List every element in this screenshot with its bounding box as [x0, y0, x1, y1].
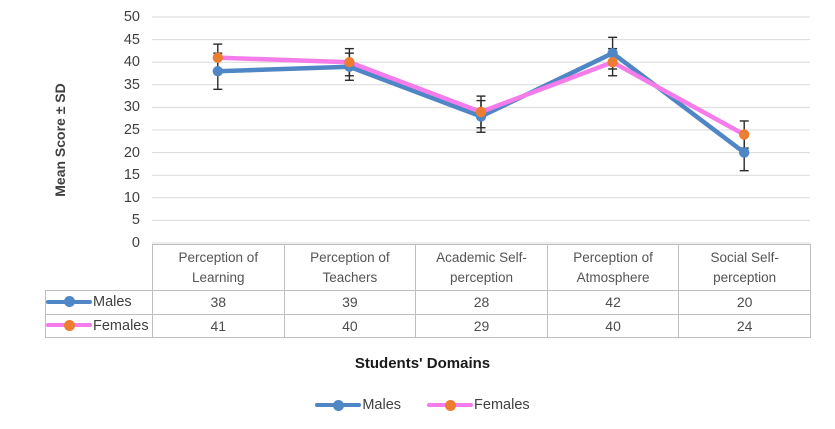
table-header-row: Perception of Learning Perception of Teac… [46, 244, 811, 291]
data-marker-females [212, 52, 223, 63]
table-row-males: Males 38 39 28 42 20 [45, 290, 811, 315]
legend-label: Females [474, 397, 530, 413]
series-name: Males [93, 294, 132, 311]
legend-swatch-icon [315, 399, 362, 412]
y-tick-label: 5 [131, 212, 140, 229]
category-header-cell: Social Self-perception [678, 244, 811, 291]
legend-label: Males [362, 397, 402, 413]
series-label-cell: Females [45, 313, 153, 338]
value-cell: 40 [546, 313, 680, 338]
value-cell: 24 [678, 313, 811, 338]
value-cell: 28 [415, 290, 548, 315]
data-marker-males [739, 147, 750, 158]
value-cell: 39 [283, 290, 417, 315]
data-marker-females [607, 57, 618, 68]
legend-swatch-icon [427, 399, 474, 412]
y-tick-label: 0 [131, 235, 140, 251]
line-plot [152, 16, 810, 244]
y-tick-label: 20 [123, 144, 140, 161]
y-axis-title: Mean Score ± SD [52, 83, 68, 197]
category-header-cell: Perception of Learning [152, 244, 285, 291]
legend-item-males: Males [315, 397, 401, 413]
value-cell: 20 [678, 290, 811, 315]
data-marker-females [739, 129, 750, 140]
value-cell: 29 [415, 313, 548, 338]
y-tick-label: 35 [123, 76, 140, 93]
y-tick-label: 50 [123, 9, 140, 25]
value-cell: 41 [152, 313, 285, 338]
y-tick-label: 25 [123, 122, 140, 138]
series-label-cell: Males [45, 290, 153, 315]
y-tick-label: 15 [123, 167, 140, 184]
legend-item-females: Females [427, 397, 530, 413]
table-corner-cell [46, 245, 153, 291]
legend-swatch-icon [46, 319, 92, 332]
y-tick-label: 40 [123, 54, 140, 71]
data-marker-males [212, 66, 223, 77]
value-cell: 42 [546, 290, 680, 315]
data-marker-females [344, 57, 355, 68]
value-cell: 38 [152, 290, 285, 315]
y-tick-label: 45 [123, 31, 140, 48]
data-marker-females [475, 106, 487, 118]
series-name: Females [93, 317, 149, 334]
y-tick-label: 30 [123, 99, 140, 116]
legend-swatch-icon [46, 295, 92, 308]
x-axis-title: Students' Domains [354, 355, 491, 372]
category-header-cell: Perception of Atmosphere [546, 244, 680, 291]
chart-legend: Males Females [0, 397, 835, 413]
category-header-cell: Academic Self-perception [415, 244, 548, 291]
table-row-females: Females 41 40 29 40 24 [45, 313, 811, 338]
category-header-cell: Perception of Teachers [283, 244, 417, 291]
data-table: Perception of Learning Perception of Teac… [45, 244, 811, 338]
y-tick-label: 10 [123, 189, 140, 206]
value-cell: 40 [283, 313, 417, 338]
data-marker-males [607, 47, 618, 59]
